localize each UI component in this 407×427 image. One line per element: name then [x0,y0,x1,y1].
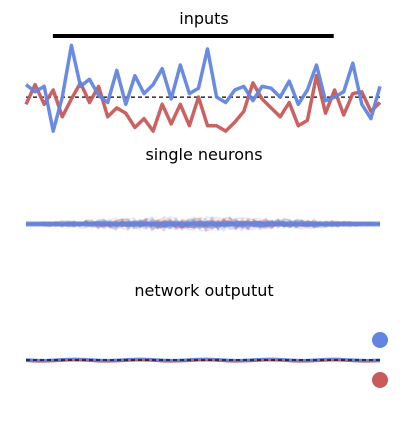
network-output-title: network outputut [134,281,273,300]
output-series-blue [25,357,381,362]
inputs-series-blue [24,43,382,133]
output-target-red [372,372,388,388]
panel-network-output: network outputut [25,281,388,388]
panel-inputs: inputs [24,9,382,133]
single-neurons-traces [25,215,381,233]
output-target-blue [372,332,388,348]
inputs-title: inputs [179,9,229,28]
panel-single-neurons: single neurons [25,145,381,233]
single-neurons-title: single neurons [145,145,262,164]
inputs-series-red [24,73,382,133]
